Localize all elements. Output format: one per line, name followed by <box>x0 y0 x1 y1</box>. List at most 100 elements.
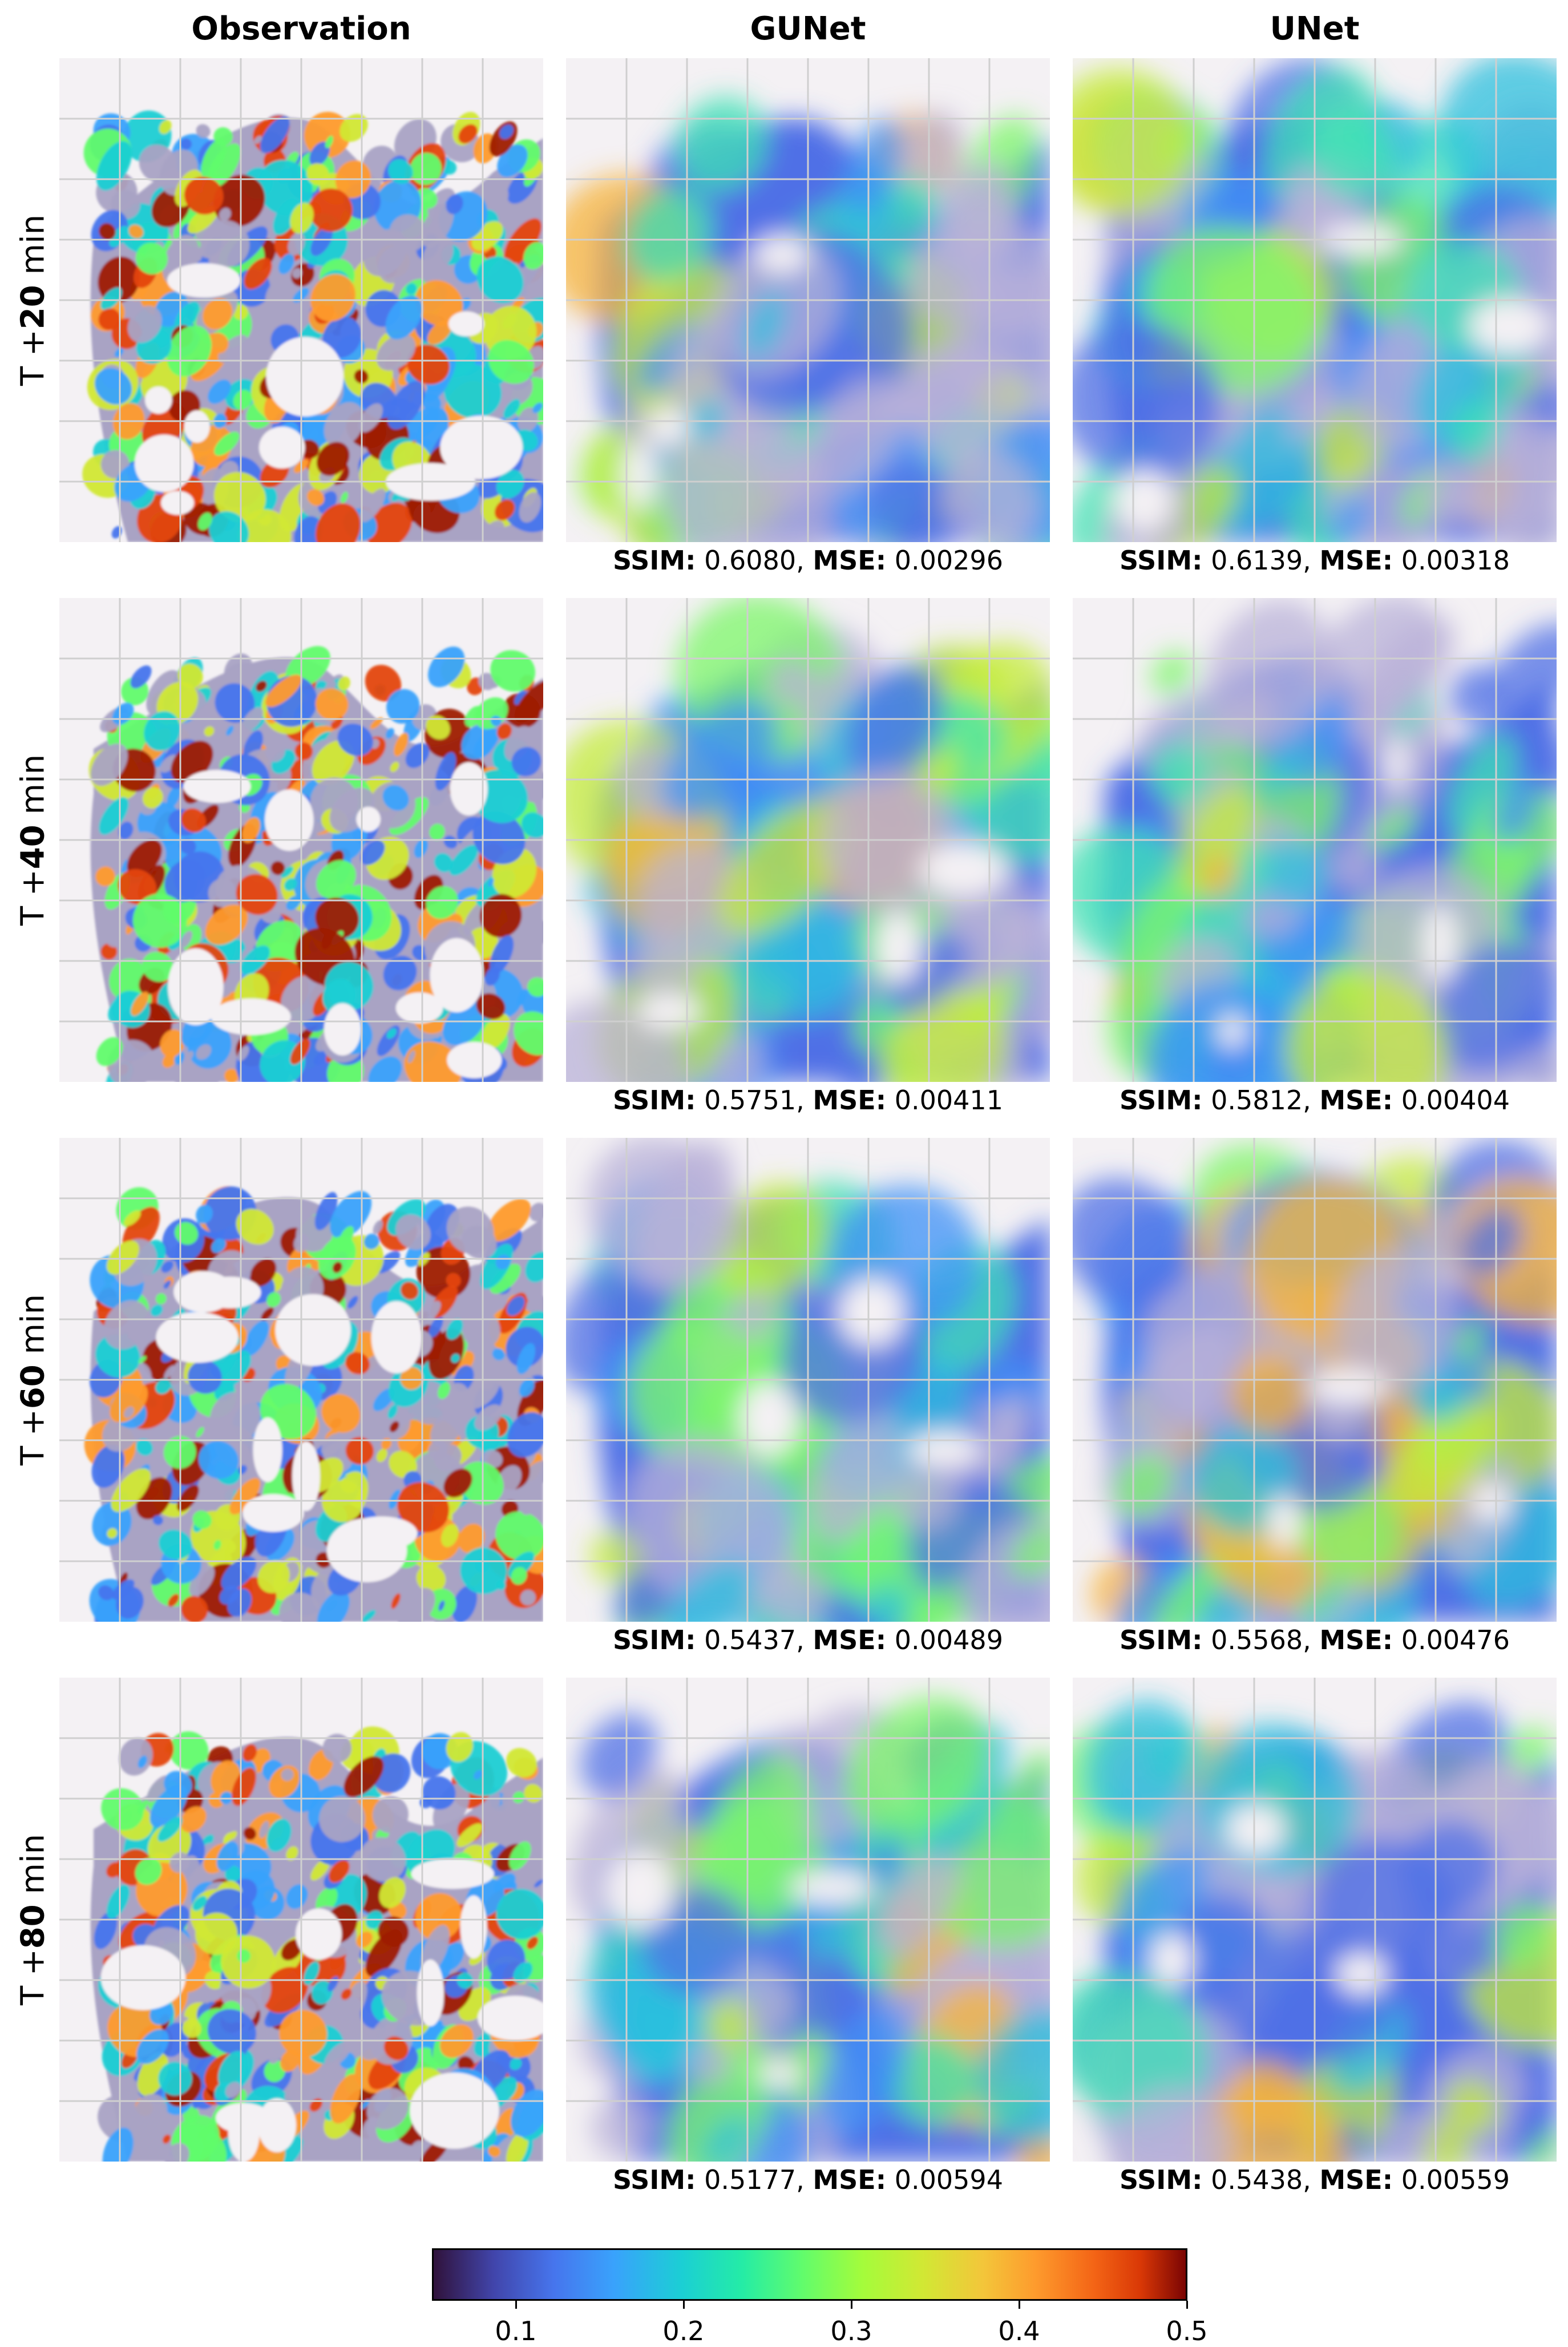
precip-cell <box>180 138 192 150</box>
column-title-unet: UNet <box>1270 10 1360 47</box>
clear-area <box>324 1003 361 1056</box>
precip-cell <box>514 680 543 723</box>
precip-cell <box>1313 1836 1458 1984</box>
precip-cell <box>494 499 515 520</box>
precip-cell <box>819 2003 907 2139</box>
precip-cell <box>397 1587 435 1622</box>
precip-cell <box>205 904 248 945</box>
precip-cell <box>509 1841 531 1870</box>
precip-cell <box>105 932 122 948</box>
precip-cell <box>368 1056 402 1082</box>
precip-cell <box>270 1204 277 1215</box>
precip-cell <box>208 333 229 354</box>
precip-cell <box>400 1367 423 1390</box>
clear-area <box>789 1869 875 1905</box>
precip-cell <box>405 743 430 768</box>
colorbar-tick-label: 0.5 <box>1166 2316 1208 2346</box>
clear-area <box>447 1041 502 1078</box>
precip-cell <box>318 1236 356 1279</box>
precip-cell <box>427 320 452 345</box>
precip-cell <box>94 1911 118 1949</box>
precip-cell <box>514 1011 543 1055</box>
precip-cell <box>519 492 541 523</box>
precip-cell <box>481 1013 510 1051</box>
precip-cell <box>160 1029 185 1057</box>
precip-cell <box>434 1444 462 1472</box>
precip-cell <box>518 1460 543 1493</box>
precip-cell <box>208 379 231 404</box>
precip-cell <box>221 1935 276 1989</box>
precip-cell <box>527 977 543 997</box>
precip-cell <box>340 1476 357 1493</box>
precip-cell <box>414 838 429 858</box>
precip-cell <box>161 1261 174 1273</box>
precip-cell <box>387 1404 398 1419</box>
precip-cell <box>236 1209 274 1245</box>
precip-cell <box>1073 67 1193 215</box>
row-label-t80: T +80 min <box>14 1833 52 2006</box>
precip-cell <box>99 223 116 240</box>
clear-area <box>292 1441 320 1512</box>
precip-cell <box>134 2094 168 2131</box>
precip-cell <box>284 2083 305 2105</box>
precip-cell <box>426 886 459 919</box>
precip-cell <box>224 1068 239 1082</box>
precip-cell <box>485 520 505 539</box>
precip-cell <box>184 176 224 215</box>
precip-cell <box>231 1767 256 1806</box>
precip-cell <box>257 1560 290 1593</box>
precip-cell <box>233 390 252 410</box>
precip-cell <box>257 160 313 216</box>
clear-area <box>183 770 251 803</box>
precip-cell <box>156 1293 167 1304</box>
precip-cell <box>1459 1207 1522 1278</box>
precip-cell <box>1490 623 1557 717</box>
heatmap-field <box>59 598 543 1082</box>
metric-unet-t20: SSIM: 0.6139, MSE: 0.00318 <box>1120 545 1510 576</box>
precip-cell <box>180 808 207 833</box>
precip-cell <box>90 743 128 786</box>
precip-cell <box>312 740 355 785</box>
precip-cell <box>443 835 458 849</box>
precip-cell <box>495 1512 543 1561</box>
precip-cell <box>802 377 907 495</box>
clear-area <box>1267 1494 1301 1550</box>
precip-cell <box>201 1985 215 2003</box>
precip-cell <box>518 407 539 433</box>
heatmap-field <box>1073 1678 1557 2162</box>
precip-cell <box>249 1258 277 1287</box>
precip-cell <box>474 728 500 757</box>
row-label-t40: T +40 min <box>14 754 52 926</box>
precip-cell <box>265 741 285 762</box>
clear-area <box>156 1312 239 1363</box>
precip-cell <box>520 1505 531 1516</box>
row-label-t20: T +20 min <box>14 214 52 386</box>
precip-cell <box>975 2009 1050 2143</box>
precip-cell <box>192 1896 207 1911</box>
precip-cell <box>142 787 163 809</box>
precip-cell <box>422 238 454 271</box>
precip-cell <box>243 1320 269 1356</box>
metric-gunet-t80: SSIM: 0.5177, MSE: 0.00594 <box>613 2164 1003 2195</box>
precip-cell <box>1115 1551 1203 1622</box>
precip-cell <box>1331 496 1369 542</box>
precip-cell <box>196 124 211 138</box>
colorbar <box>432 2248 1187 2301</box>
precip-cell <box>905 354 1019 467</box>
precip-cell <box>306 489 325 506</box>
precip-cell <box>415 280 463 326</box>
precip-cell <box>310 1858 330 1881</box>
precip-cell <box>1114 1454 1174 1518</box>
precip-cell <box>329 1860 350 1883</box>
precip-cell <box>407 344 450 385</box>
precip-cell <box>359 488 386 522</box>
precip-cell <box>661 699 778 821</box>
precip-cell <box>373 1220 383 1234</box>
precip-cell <box>330 2074 361 2124</box>
precip-cell <box>637 1139 734 1292</box>
precip-cell <box>280 2049 300 2072</box>
precip-cell <box>302 2136 316 2150</box>
precip-cell <box>92 1501 132 1546</box>
precip-cell <box>527 1936 539 1950</box>
precip-cell <box>315 688 349 721</box>
